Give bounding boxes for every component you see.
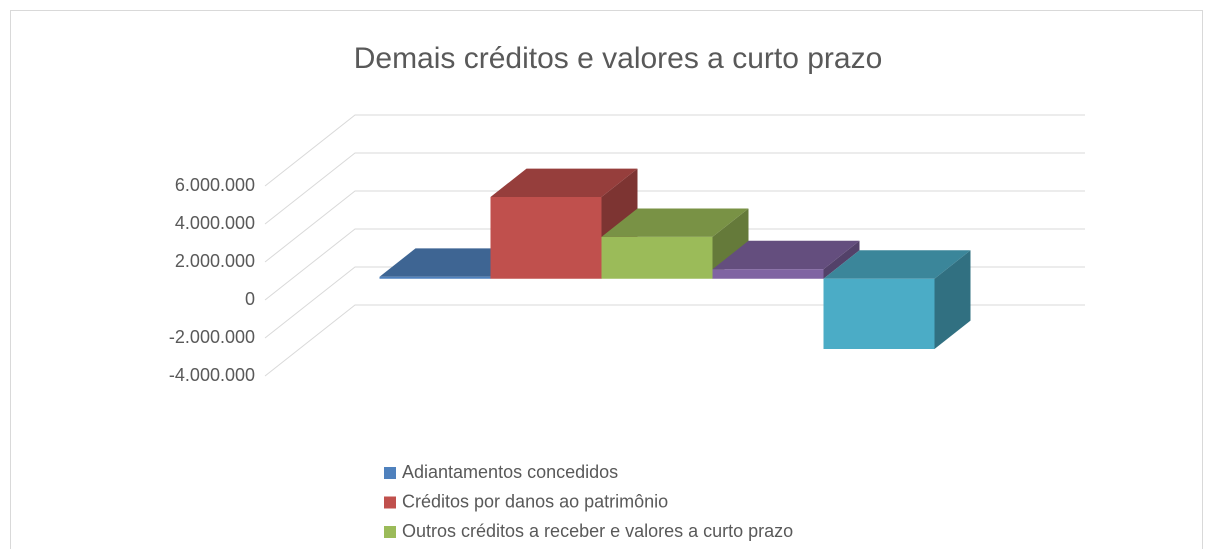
bar: [601, 236, 713, 279]
bar-top: [601, 208, 749, 237]
grid-line: [264, 114, 1085, 187]
legend-label: Outros créditos a receber e valores a cu…: [402, 521, 793, 541]
bar-side: [712, 208, 749, 279]
bar: [712, 269, 824, 279]
y-tick-label: -2.000.000: [169, 327, 255, 347]
chart-title: Demais créditos e valores a curto prazo: [354, 42, 883, 75]
bar-top: [823, 250, 971, 279]
legend-label: Adiantamentos concedidos: [402, 462, 618, 482]
bar: [379, 276, 491, 279]
legend-label: Créditos por danos ao patrimônio: [402, 491, 668, 511]
y-tick-label: 4.000.000: [175, 213, 255, 233]
bar-side: [934, 250, 971, 349]
bar: [823, 278, 935, 349]
grid-line: [264, 228, 1085, 301]
bar-top: [379, 248, 527, 277]
bar-side: [823, 240, 860, 279]
bar-top: [490, 168, 638, 197]
bar-top: [712, 240, 860, 270]
grid-line: [264, 190, 1085, 263]
bar: [490, 197, 602, 279]
legend-swatch: [384, 496, 396, 509]
y-tick-label: 6.000.000: [175, 175, 255, 195]
y-tick-label: 2.000.000: [175, 251, 255, 271]
legend-swatch: [384, 467, 396, 479]
y-tick-label: 0: [245, 289, 255, 309]
chart-frame: [10, 10, 1203, 549]
grid-line: [264, 152, 1085, 225]
y-tick-label: -4.000.000: [169, 365, 255, 385]
legend-swatch: [384, 526, 396, 538]
